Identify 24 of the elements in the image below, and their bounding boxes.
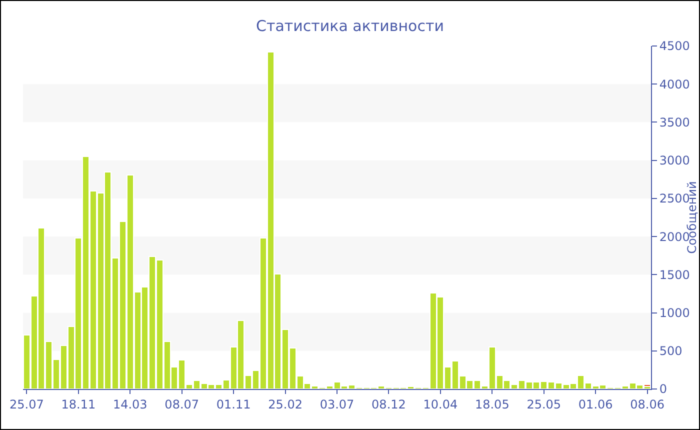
x-tick-label: 25.02: [268, 397, 302, 412]
y-tick-label: 1500: [659, 268, 690, 282]
x-tick-label: 08.12: [372, 397, 406, 412]
y-tick-label: 0: [659, 382, 668, 396]
x-tick-label: 10.04: [423, 397, 458, 412]
x-tick-label: 18.11: [61, 397, 96, 412]
y-tick-label: 2000: [659, 230, 690, 244]
x-tick-label: 01.11: [216, 397, 251, 412]
x-tick-label: 18.05: [474, 397, 510, 412]
x-tick-label: 08.06: [630, 397, 664, 412]
y-tick-label: 3000: [659, 154, 690, 168]
y-tick-label: 3500: [659, 115, 690, 130]
x-tick-label: 25.07: [10, 397, 44, 412]
y-tick-label: 2500: [659, 192, 690, 206]
y-tick-label: 1000: [659, 306, 690, 320]
x-tick-label: 14.03: [112, 397, 148, 412]
x-tick-label: 08.07: [164, 397, 200, 412]
chart-title: Статистика активности: [256, 16, 444, 35]
y-tick-label: 500: [659, 344, 682, 358]
x-tick-label: 25.05: [526, 397, 562, 412]
y-tick-label: 4500: [659, 39, 690, 54]
y-tick-label: 4000: [659, 77, 690, 92]
x-tick-label: 03.07: [320, 397, 354, 412]
x-tick-label: 01.06: [578, 397, 613, 412]
